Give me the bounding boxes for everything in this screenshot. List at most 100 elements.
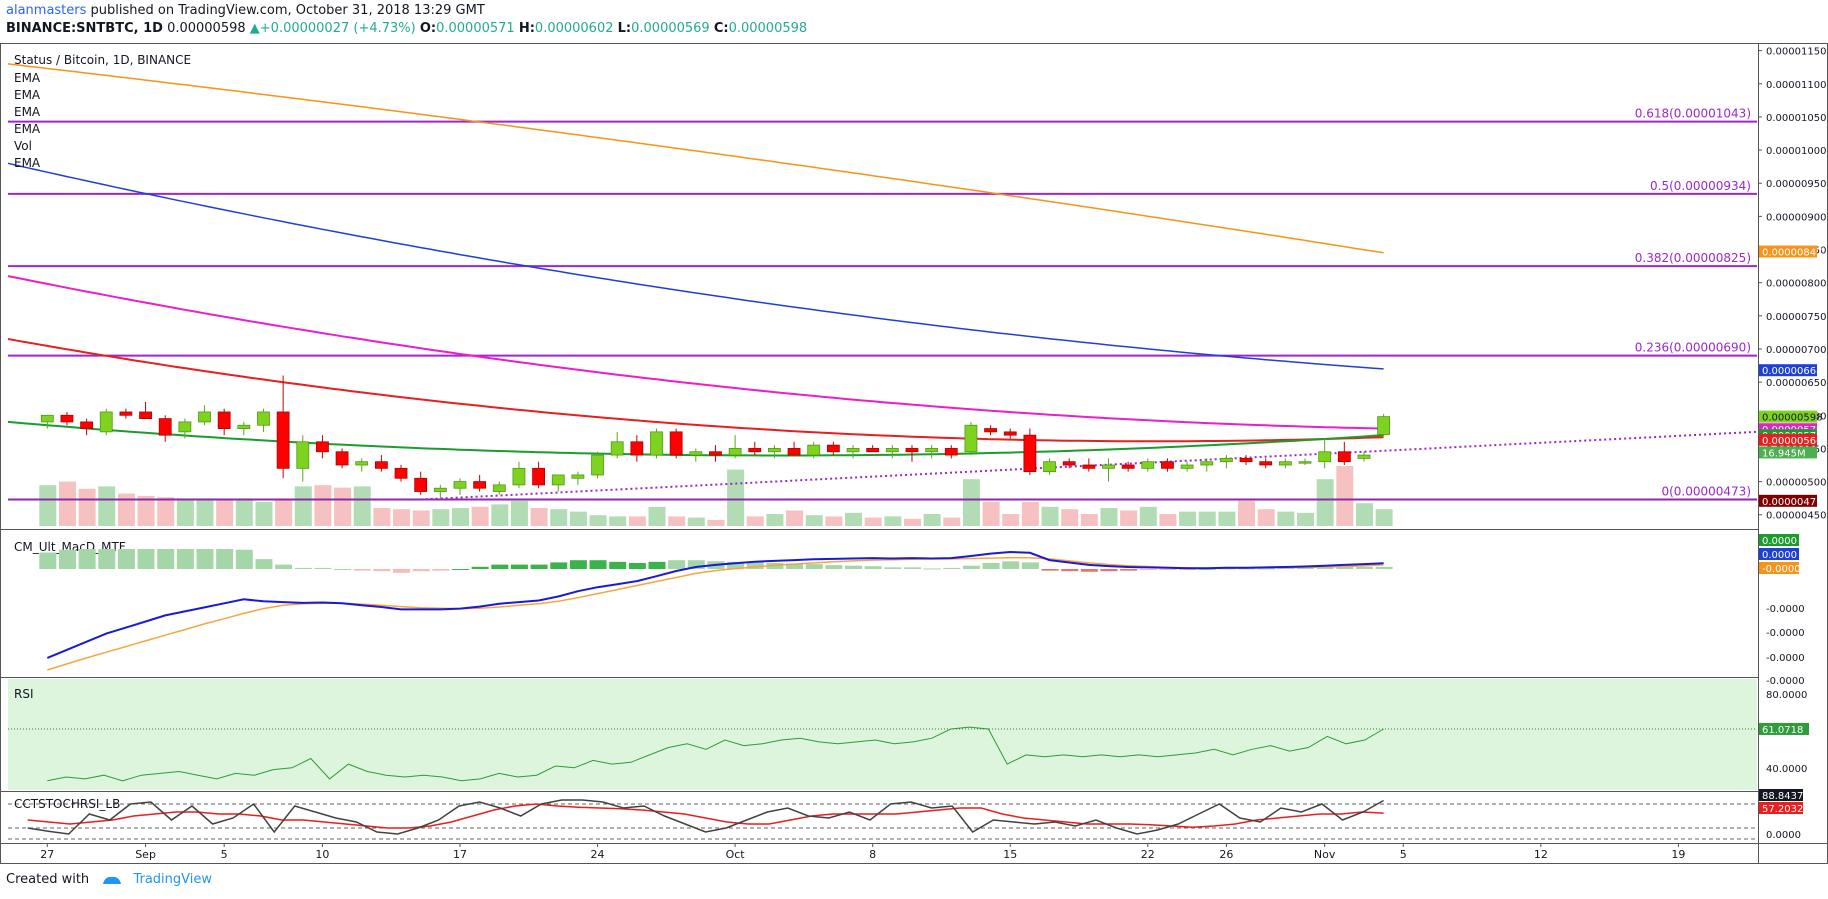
candle-body (768, 448, 781, 453)
volume-bar (628, 516, 646, 526)
candle-body (355, 461, 369, 466)
macd-histogram-bar (432, 569, 450, 571)
macd-histogram-bar (510, 564, 528, 569)
candle-body (1278, 461, 1292, 466)
author-link[interactable]: alanmasters (6, 3, 87, 18)
y-tick-label: 0.00001000 (1766, 146, 1826, 157)
volume-bar (275, 499, 293, 526)
rsi-line (47, 726, 1384, 782)
created-with-text: Created with (6, 872, 90, 887)
candle-body (1318, 451, 1332, 463)
candle-body (473, 481, 487, 489)
symbol-ohlc-line: BINANCE:SNTBTC, 1D 0.00000598 ▲+0.000000… (6, 21, 807, 36)
stoch-tag (1759, 789, 1803, 801)
price-tag-label: 0.00000566 (1762, 436, 1822, 447)
x-tick-label: 27 (40, 848, 54, 861)
volume-bar (648, 506, 666, 526)
ema-line (7, 338, 1384, 443)
price-tag (1759, 364, 1817, 377)
candle-body (748, 448, 762, 453)
candle-body (1337, 451, 1351, 463)
macd-histogram-bar (923, 568, 941, 570)
stoch-y-tick-label: 0.0000 (1766, 830, 1801, 841)
stoch-tag-label: 57.2032 (1762, 804, 1803, 815)
candle-body (630, 441, 644, 456)
price-tag (1759, 245, 1817, 258)
volume-bar (962, 479, 980, 526)
legend-entry: Vol (14, 139, 32, 153)
volume-bar (1179, 511, 1197, 526)
volume-bar (786, 510, 804, 526)
macd-histogram-bar (648, 561, 666, 569)
candle-body (591, 454, 604, 476)
rsi-band (8, 679, 1757, 790)
x-tick-label: 5 (1400, 848, 1407, 861)
published-text: published on TradingView.com, October 31… (90, 3, 485, 18)
legend-entry: EMA (14, 156, 41, 170)
candle-body (1141, 461, 1155, 469)
stoch-d-line (27, 803, 1384, 829)
published-line: alanmasters published on TradingView.com… (6, 3, 485, 18)
macd-histogram-bar (176, 549, 194, 569)
macd-histogram-bar (786, 563, 804, 569)
candle-body (316, 441, 329, 453)
macd-title: CM_Ult_MacD_MTF (14, 540, 126, 554)
footer: Created with TradingView (6, 872, 212, 887)
tradingview-link[interactable]: TradingView (133, 872, 212, 887)
candle-body (1043, 461, 1056, 473)
macd-histogram-bar (1198, 569, 1216, 570)
macd-line (46, 550, 1384, 659)
chart-title: Status / Bitcoin, 1D, BINANCE (14, 53, 191, 67)
legend-entry: EMA (14, 105, 41, 119)
volume-bar (235, 498, 253, 526)
volume-bar (589, 515, 607, 526)
candle-body (178, 421, 192, 433)
volume-bar (451, 508, 469, 526)
price-tag-label: 0.00000471 (1762, 497, 1822, 508)
macd-tag (1759, 534, 1799, 546)
legend-entry: EMA (14, 71, 41, 85)
price-tag-label: 16.945M (1762, 448, 1806, 459)
candle-body (335, 451, 349, 466)
change-value: +0.00000027 (+4.73%) (259, 21, 416, 36)
macd-histogram-bar (294, 567, 312, 569)
x-tick-label: 5 (221, 848, 228, 861)
macd-histogram-bar (1041, 569, 1059, 571)
macd-histogram-bar (1257, 568, 1275, 570)
volume-bar (1080, 514, 1098, 526)
macd-histogram-bar (746, 561, 764, 569)
volume-bar (766, 514, 784, 526)
price-tag-label: 0.00000668 (1762, 366, 1822, 377)
candle-body (374, 461, 388, 469)
volume-bar (1316, 479, 1334, 526)
volume-bar (334, 487, 352, 526)
candle-body (885, 448, 899, 453)
volume-bar (746, 516, 764, 526)
rsi-tag-label: 61.0718 (1762, 725, 1803, 736)
y-tick-label: 0.00000450 (1766, 511, 1826, 522)
candle-body (669, 431, 683, 456)
macd-histogram-bar (982, 562, 1000, 569)
price-tag (1759, 494, 1817, 507)
volume-bar (78, 488, 96, 526)
volume-bar (255, 502, 273, 526)
macd-y-tick-label: -0.0000 (1766, 676, 1805, 687)
y-tick-label: 0.00000500 (1766, 478, 1826, 489)
macd-histogram-bar (373, 569, 391, 572)
open-value: 0.00000571 (436, 21, 515, 36)
x-tick-label: Oct (726, 848, 746, 861)
low-label: L: (617, 21, 632, 36)
candle-body (551, 474, 565, 486)
volume-bar (805, 515, 823, 526)
volume-bar (1375, 509, 1393, 526)
low-value: 0.00000569 (631, 21, 710, 36)
price-tag-label: 0.00000598 (1762, 413, 1822, 424)
macd-histogram-bar (1061, 569, 1079, 572)
fib-level-label: 0.5(0.00000934) (1650, 179, 1751, 193)
stoch-tag-label: 88.8437 (1762, 791, 1803, 802)
volume-bar (1061, 509, 1079, 526)
ema-line (7, 162, 1384, 370)
macd-histogram-bar (393, 569, 411, 573)
volume-bar (1218, 511, 1236, 526)
